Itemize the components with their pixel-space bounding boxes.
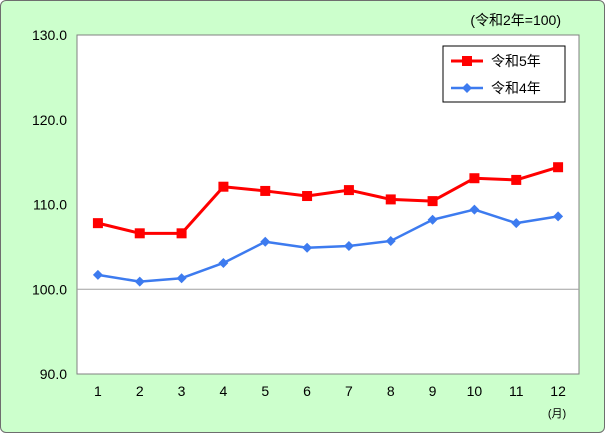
data-point-diamond xyxy=(469,204,480,215)
x-tick-label: 3 xyxy=(178,383,186,399)
y-tick-label: 120.0 xyxy=(32,112,67,128)
x-tick-label: 8 xyxy=(387,383,395,399)
x-tick-label: 5 xyxy=(261,383,269,399)
data-point-diamond xyxy=(343,241,354,252)
data-point-square xyxy=(469,173,480,184)
y-tick-label: 130.0 xyxy=(32,27,67,43)
data-point-square xyxy=(553,162,564,173)
data-point-square xyxy=(218,181,229,192)
data-point-square xyxy=(176,228,187,239)
x-tick-label: 11 xyxy=(509,383,524,399)
x-tick-label: 9 xyxy=(429,383,437,399)
series-line-1 xyxy=(97,165,559,235)
legend-box xyxy=(442,45,566,103)
x-tick-label: 2 xyxy=(136,383,144,399)
legend-marker-diamond xyxy=(462,83,472,93)
legend-label: 令和4年 xyxy=(491,80,541,96)
y-tick-label: 90.0 xyxy=(40,366,67,382)
y-tick-label: 100.0 xyxy=(32,281,67,297)
data-point-square xyxy=(343,185,354,196)
x-tick-label: 6 xyxy=(303,383,311,399)
x-tick-label: 12 xyxy=(550,383,566,399)
data-point-square xyxy=(427,196,438,207)
data-point-diamond xyxy=(427,214,438,225)
data-point-diamond xyxy=(385,235,396,246)
data-point-square xyxy=(385,194,396,205)
data-point-diamond xyxy=(553,211,564,222)
data-point-diamond xyxy=(511,218,522,229)
data-point-square xyxy=(302,191,313,202)
data-point-diamond xyxy=(218,257,229,268)
legend-marker-square xyxy=(462,56,472,66)
data-point-diamond xyxy=(260,236,271,247)
data-point-square xyxy=(134,228,145,239)
x-tick-label: 1 xyxy=(94,383,102,399)
x-tick-label: 4 xyxy=(220,383,228,399)
data-point-square xyxy=(511,174,522,185)
x-tick-label: 7 xyxy=(345,383,353,399)
legend-label: 令和5年 xyxy=(491,53,541,69)
unit-note: (令和2年=100) xyxy=(470,12,561,28)
series-line-2 xyxy=(97,208,559,283)
data-point-square xyxy=(260,185,271,196)
data-point-diamond xyxy=(302,242,313,253)
data-point-diamond xyxy=(134,276,145,287)
x-tick-label: 10 xyxy=(467,383,483,399)
y-tick-label: 110.0 xyxy=(33,197,67,213)
data-point-square xyxy=(92,218,103,229)
data-point-diamond xyxy=(176,273,187,284)
x-axis-unit: (月) xyxy=(548,408,566,420)
data-point-diamond xyxy=(92,269,103,280)
